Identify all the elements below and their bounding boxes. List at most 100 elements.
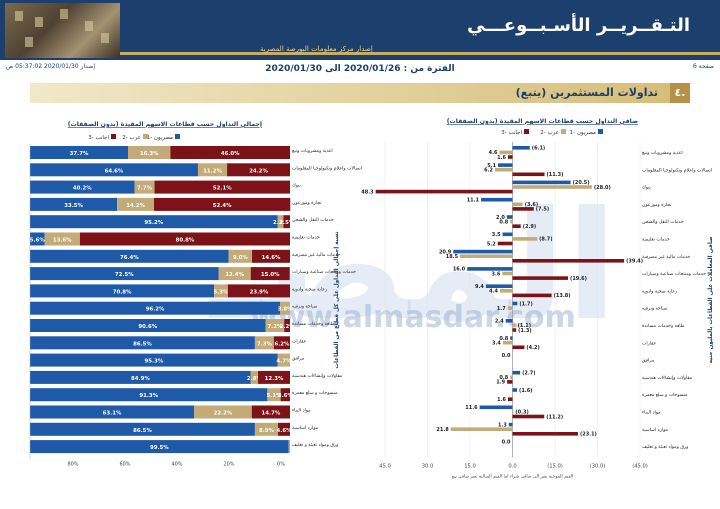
right-bar	[512, 345, 525, 350]
right-bar-value: (23.1)	[580, 432, 597, 438]
left-bar-segment	[30, 180, 135, 194]
right-sector-label: ورق ومواد تعبئة و تغليف	[642, 444, 688, 450]
right-bar-value: 1.6	[497, 155, 506, 161]
left-bar-segment	[30, 267, 219, 281]
left-bar-segment	[30, 422, 255, 436]
left-bar-value: 70.8%	[113, 289, 132, 295]
left-bar-value: 90.6%	[138, 324, 157, 330]
left-bar-segment	[30, 215, 278, 229]
left-bar-segment	[250, 370, 259, 384]
right-legend-swatch	[524, 129, 529, 134]
right-bar-value: 1.9	[496, 380, 505, 386]
left-bar-value: 9.0%	[233, 255, 249, 261]
left-bar-value: 3.8%	[278, 307, 294, 313]
left-bar-value: 13.6%	[53, 238, 72, 244]
report-subtitle: إصدار مركز معلومات البورصة المصرية	[260, 45, 373, 53]
header-photo	[5, 3, 120, 58]
right-bar	[512, 172, 545, 177]
section-title: تداولات المستثمرين (يتبع)	[515, 86, 658, 99]
section-number: ٤.	[670, 83, 690, 103]
left-bar-value: 4.6%	[277, 428, 293, 434]
right-bar	[512, 432, 578, 436]
left-bar-value: 64.6%	[105, 168, 124, 174]
right-sector-label: خدمات النقل والشحن	[642, 220, 684, 225]
left-sector-label: موارد اساسية	[292, 426, 319, 431]
right-bar	[512, 410, 514, 414]
left-bar-segment	[30, 405, 195, 419]
left-bar-segment	[277, 353, 290, 367]
right-bar-value: 5.1	[487, 163, 496, 169]
right-sector-label: طاقة وخدمات مساندة	[642, 324, 685, 329]
right-bar-value: 9.4	[475, 284, 484, 290]
left-bar-segment	[30, 388, 268, 402]
right-bar	[512, 202, 523, 207]
left-bar-segment	[79, 232, 290, 246]
left-sector-label: طاقة وخدمات مساندة	[292, 322, 335, 327]
right-sector-label: مقاولات وإنشاءات هندسية	[642, 376, 693, 381]
right-bar	[507, 306, 513, 310]
left-bar-segment	[267, 388, 281, 402]
right-bar	[512, 259, 625, 263]
right-bar	[510, 336, 513, 340]
right-legend-label: 1- مصريون	[570, 130, 596, 136]
right-sector-label: تجارة وموزعون	[642, 203, 672, 208]
left-bar-segment	[44, 232, 80, 246]
right-bar-value: 11.6	[465, 405, 478, 411]
right-y-axis-label: صافي المعاملات على القطاعات بالمليون جني…	[708, 237, 714, 364]
right-bar-value: 4.4	[489, 289, 498, 295]
left-bar-value: 80.8%	[176, 238, 195, 244]
left-sector-label: منسوجات و سلع معمرة	[292, 391, 338, 396]
left-bar-segment	[227, 284, 290, 298]
right-tick-label: (45.0)	[632, 463, 648, 469]
left-bar-value: 37.7%	[70, 151, 89, 157]
right-bar	[512, 301, 518, 306]
right-legend-swatch	[561, 129, 566, 134]
left-bar-value: 52.1%	[213, 186, 232, 192]
right-bar	[460, 254, 513, 258]
right-bar	[512, 185, 592, 189]
left-legend-swatch	[111, 134, 116, 139]
left-bar-segment	[134, 180, 155, 194]
left-bar-value: 63.1%	[103, 411, 122, 417]
right-bar	[453, 249, 513, 254]
left-bar-value: 5.1%	[267, 393, 283, 399]
right-bar-value: 2.0	[496, 215, 505, 221]
right-bar	[494, 167, 513, 172]
left-bar-value: 46.0%	[221, 151, 240, 157]
left-legend-label: 1- مصريون	[147, 135, 173, 141]
right-bar	[502, 232, 513, 237]
right-bar	[512, 414, 545, 419]
left-sector-label: بنوك	[292, 184, 301, 189]
section-band: تداولات المستثمرين (يتبع) ٤.	[30, 83, 690, 103]
right-bar	[512, 388, 518, 392]
left-sector-label: سياحة وترفيه	[292, 305, 318, 310]
right-bar-value: 5.2	[487, 241, 496, 247]
right-bar	[497, 241, 513, 246]
left-bar-value: 5.3%	[213, 289, 229, 295]
right-sector-label: اغذية ومشروبات وتبغ	[642, 151, 683, 156]
left-bar-value: 7.2%	[267, 324, 283, 330]
left-bar-segment	[273, 336, 290, 350]
right-bar	[499, 150, 513, 155]
right-sector-label: خدمات تعليمية	[642, 238, 670, 243]
left-bar-segment	[30, 284, 215, 298]
left-bar-value: 76.4%	[120, 255, 139, 261]
right-sector-label: مرافق	[642, 359, 655, 364]
right-bar	[512, 146, 530, 150]
right-bar-value: (3.6)	[525, 202, 538, 208]
left-bar-value: 95.3%	[145, 359, 164, 365]
right-bar-value: 3.6	[491, 271, 500, 277]
left-bar-segment	[280, 301, 290, 315]
right-bar-value: (1.7)	[519, 301, 532, 307]
left-bar-value: 2.3%	[273, 220, 289, 226]
left-bar-segment	[251, 405, 290, 419]
left-bar-segment	[228, 249, 253, 263]
left-bar-value: 12.3%	[265, 376, 284, 382]
right-legend-label: 3- اجانب	[501, 130, 522, 136]
right-bar-value: (7.5)	[536, 207, 549, 213]
left-bar-segment	[284, 319, 290, 332]
right-bar	[507, 380, 513, 384]
right-bar	[507, 155, 513, 159]
right-bar	[508, 422, 513, 427]
